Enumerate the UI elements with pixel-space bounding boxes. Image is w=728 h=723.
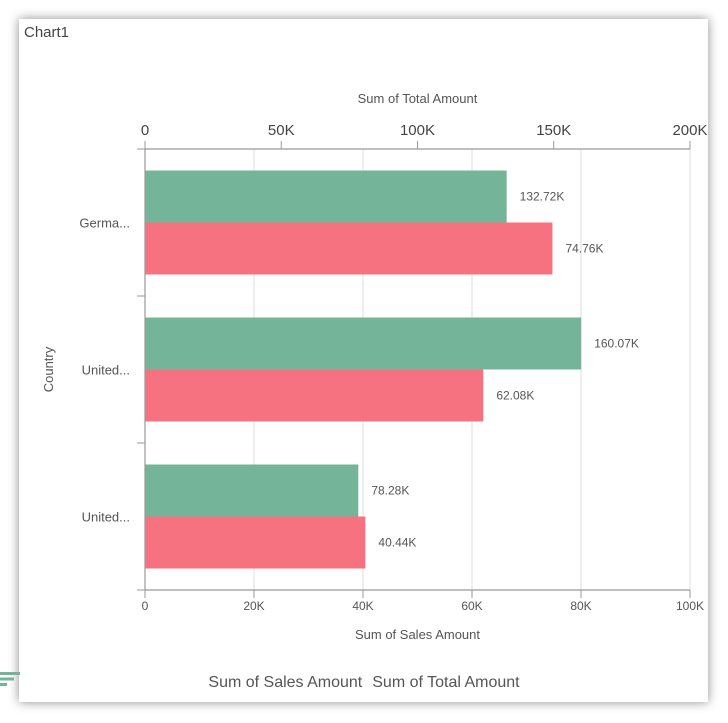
top-axis-title: Sum of Total Amount [358, 91, 478, 106]
data-label-total-amount: 160.07K [594, 337, 639, 351]
legend-label-sales: Sum of Sales Amount [208, 674, 363, 691]
category-label: United... [82, 510, 130, 525]
bottom-axis-tick-label: 40K [352, 599, 373, 613]
category-label: United... [82, 363, 130, 378]
top-axis-tick-label: 100K [400, 122, 435, 139]
top-axis-tick-label: 150K [536, 122, 571, 139]
data-label-sales-amount: 74.76K [565, 242, 603, 256]
legend-item-sales[interactable]: Sum of Sales Amount [0, 672, 363, 692]
bottom-axis-tick-label: 0 [142, 599, 149, 613]
top-axis-tick-label: 0 [141, 122, 149, 139]
data-label-total-amount: 132.72K [520, 190, 565, 204]
bar-sales-amount [145, 369, 484, 422]
y-axis-title: Country [41, 346, 56, 392]
bottom-axis-title: Sum of Sales Amount [355, 627, 480, 642]
chart-legend: Sum of Sales Amount Sum of Total Amount [0, 671, 728, 695]
bar-series-icon [0, 672, 20, 686]
chart-title: Chart1 [24, 24, 70, 41]
top-axis-tick-label: 50K [268, 122, 295, 139]
data-label-sales-amount: 62.08K [496, 389, 534, 403]
bar-total-amount [145, 317, 582, 370]
data-label-total-amount: 78.28K [371, 484, 409, 498]
bottom-axis-tick-label: 20K [243, 599, 264, 613]
legend-item-total[interactable]: Sum of Total Amount [0, 672, 520, 692]
category-label: Germa... [79, 216, 130, 231]
legend-label-total: Sum of Total Amount [372, 674, 520, 691]
top-axis-tick-label: 200K [672, 122, 707, 139]
bar-sales-amount [145, 516, 366, 569]
bottom-axis-tick-label: 100K [676, 599, 704, 613]
bottom-axis-tick-label: 60K [461, 599, 482, 613]
bar-total-amount [145, 464, 359, 517]
data-label-sales-amount: 40.44K [378, 536, 416, 550]
bar-sales-amount [145, 222, 553, 275]
bottom-axis-tick-label: 80K [570, 599, 591, 613]
bar-total-amount [145, 170, 507, 223]
